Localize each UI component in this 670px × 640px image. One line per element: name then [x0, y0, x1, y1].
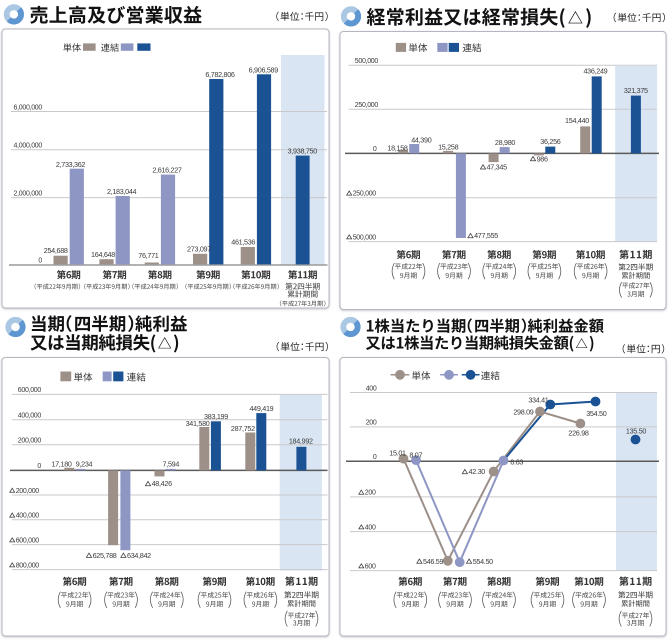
svg-text:17,180: 17,180	[51, 459, 71, 468]
svg-text:6,000,000: 6,000,000	[14, 104, 43, 111]
svg-text:625,788: 625,788	[93, 551, 117, 560]
svg-text:2,733,362: 2,733,362	[56, 160, 86, 169]
svg-text:400: 400	[365, 524, 376, 531]
svg-text:4,000,000: 4,000,000	[14, 143, 43, 150]
svg-text:0: 0	[37, 463, 41, 470]
svg-text:600: 600	[365, 563, 376, 570]
svg-text:449,419: 449,419	[249, 404, 273, 413]
svg-text:0: 0	[38, 257, 42, 264]
svg-text:461,536: 461,536	[231, 238, 255, 247]
svg-text:500,000: 500,000	[353, 234, 377, 241]
svg-text:383,199: 383,199	[204, 412, 228, 421]
svg-text:184,992: 184,992	[289, 436, 313, 445]
svg-text:287,752: 287,752	[231, 424, 255, 433]
svg-text:18,158: 18,158	[387, 144, 407, 153]
svg-text:500,000: 500,000	[355, 58, 379, 65]
svg-text:3,938,750: 3,938,750	[288, 146, 318, 155]
svg-text:436,249: 436,249	[583, 67, 607, 76]
svg-text:0: 0	[373, 146, 377, 153]
svg-text:6,906,589: 6,906,589	[249, 65, 279, 74]
svg-text:2,616,227: 2,616,227	[152, 166, 182, 175]
svg-text:298.09: 298.09	[513, 407, 533, 416]
svg-text:546.59: 546.59	[423, 557, 443, 566]
svg-text:600,000: 600,000	[16, 537, 40, 544]
svg-text:48,426: 48,426	[152, 479, 172, 488]
svg-text:76,771: 76,771	[138, 251, 158, 260]
svg-text:354.50: 354.50	[586, 409, 606, 418]
svg-text:400,000: 400,000	[18, 413, 42, 420]
svg-text:341,580: 341,580	[186, 419, 210, 428]
svg-text:15.01: 15.01	[389, 448, 406, 457]
svg-text:600,000: 600,000	[18, 387, 42, 394]
svg-text:254,688: 254,688	[44, 246, 68, 255]
svg-text:164,648: 164,648	[91, 250, 115, 259]
svg-text:321,375: 321,375	[624, 86, 648, 95]
svg-text:634,842: 634,842	[127, 551, 151, 560]
svg-text:6,782,806: 6,782,806	[205, 70, 235, 79]
svg-text:400: 400	[366, 385, 377, 392]
svg-text:7,594: 7,594	[163, 459, 180, 468]
svg-text:986: 986	[537, 154, 548, 163]
svg-text:200: 200	[366, 420, 377, 427]
svg-text:2,000,000: 2,000,000	[14, 190, 43, 197]
svg-text:226.98: 226.98	[568, 428, 588, 437]
svg-text:15,258: 15,258	[438, 142, 458, 151]
svg-text:200,000: 200,000	[16, 488, 40, 495]
svg-text:28,980: 28,980	[495, 138, 515, 147]
svg-text:200,000: 200,000	[18, 438, 42, 445]
svg-text:334.41: 334.41	[528, 396, 548, 405]
svg-text:554.50: 554.50	[473, 557, 493, 566]
svg-text:135.50: 135.50	[626, 426, 646, 435]
svg-text:36,256: 36,256	[540, 137, 560, 146]
svg-text:6.63: 6.63	[510, 458, 523, 467]
svg-text:400,000: 400,000	[16, 513, 40, 520]
svg-text:8.07: 8.07	[409, 450, 422, 459]
svg-text:200: 200	[365, 490, 376, 497]
svg-text:42.30: 42.30	[469, 467, 486, 476]
svg-text:477,555: 477,555	[474, 231, 498, 240]
svg-text:800,000: 800,000	[16, 562, 40, 569]
svg-text:250,000: 250,000	[355, 102, 379, 109]
svg-text:0: 0	[373, 454, 377, 461]
svg-text:273,097: 273,097	[187, 244, 211, 253]
svg-text:154,440: 154,440	[565, 116, 589, 125]
svg-text:47,345: 47,345	[487, 163, 507, 172]
svg-text:250,000: 250,000	[353, 191, 377, 198]
svg-text:9,234: 9,234	[76, 459, 93, 468]
svg-text:44,390: 44,390	[411, 135, 431, 144]
svg-text:2,183,044: 2,183,044	[107, 187, 137, 196]
